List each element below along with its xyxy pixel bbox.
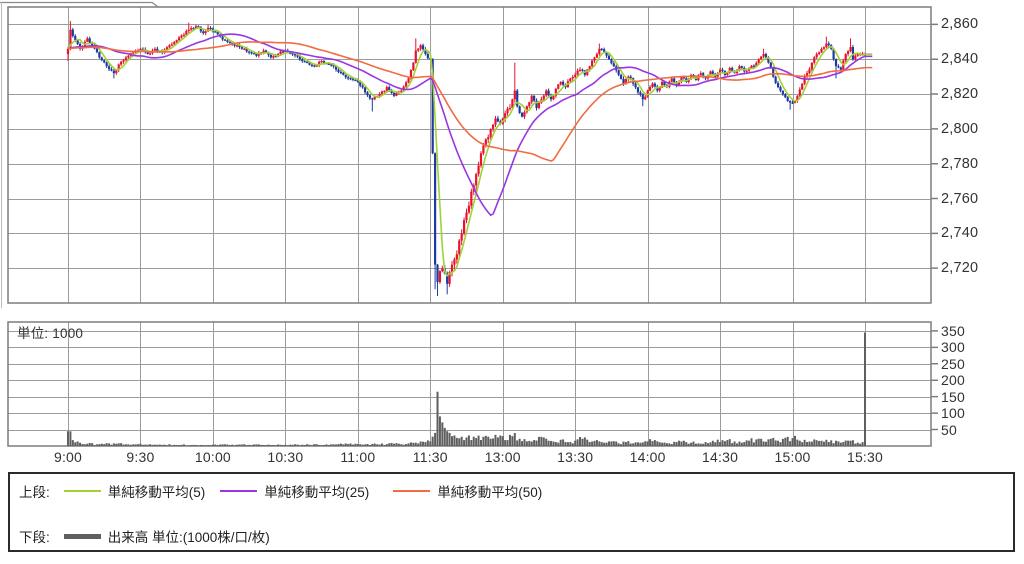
volume-legend-line [63,533,101,539]
sma5-legend-label: 単純移動平均(5) [107,485,206,500]
volume-axis-label: 150 [941,388,965,405]
volume-axis-label: 350 [941,322,965,339]
time-axis-label: 14:30 [702,449,739,465]
sma50-legend-label: 単純移動平均(50) [437,485,543,500]
time-axis-label: 13:00 [484,449,521,465]
volume-axis-label: 50 [941,421,957,438]
volume-axis-label: 200 [941,372,965,389]
price-axis-label: 2,800 [941,120,979,137]
sma25-legend-line [220,489,258,493]
price-axis-label: 2,820 [941,86,979,103]
legend-lower-label: 下段: [19,530,50,545]
time-axis-label: 9:30 [126,449,155,465]
time-axis-label: 13:30 [557,449,594,465]
time-axis-label: 15:00 [774,449,811,465]
price-axis-label: 2,780 [941,155,979,172]
price-axis-label: 2,720 [941,260,979,277]
volume-axis-label: 100 [941,405,965,422]
intraday-chart-canvas [0,0,1024,466]
sma50-legend-line [393,489,431,493]
volume-legend-label: 出来高 単位:(1000株/口/枚) [107,530,270,545]
sma25-legend-label: 単純移動平均(25) [264,485,370,500]
legend-upper-label: 上段: [19,485,50,500]
volume-axis-label: 300 [941,339,965,356]
time-axis-label: 9:00 [53,449,83,465]
price-axis-label: 2,860 [941,16,979,33]
time-axis-label: 11:00 [340,449,376,465]
sma5-legend-line [63,489,101,493]
price-axis-label: 2,840 [941,51,979,68]
time-axis-label: 15:30 [846,449,884,465]
time-axis-label: 10:00 [194,449,231,465]
time-axis-label: 14:00 [629,449,666,465]
legend-box: 上段: 単純移動平均(5) 単純移動平均(25) 単純移動平均(50) 下段: … [8,472,1015,552]
price-axis-label: 2,740 [941,225,979,242]
time-axis-label: 11:30 [412,449,448,465]
volume-axis-label: 250 [941,355,965,372]
volume-unit-label: 単位: 1000 [17,326,84,341]
legend-row-lower: 下段: 出来高 単位:(1000株/口/枚) [19,526,270,546]
legend-row-upper: 上段: 単純移動平均(5) 単純移動平均(25) 単純移動平均(50) [19,481,542,501]
price-axis-label: 2,760 [941,190,979,207]
time-axis-label: 10:30 [267,449,304,465]
